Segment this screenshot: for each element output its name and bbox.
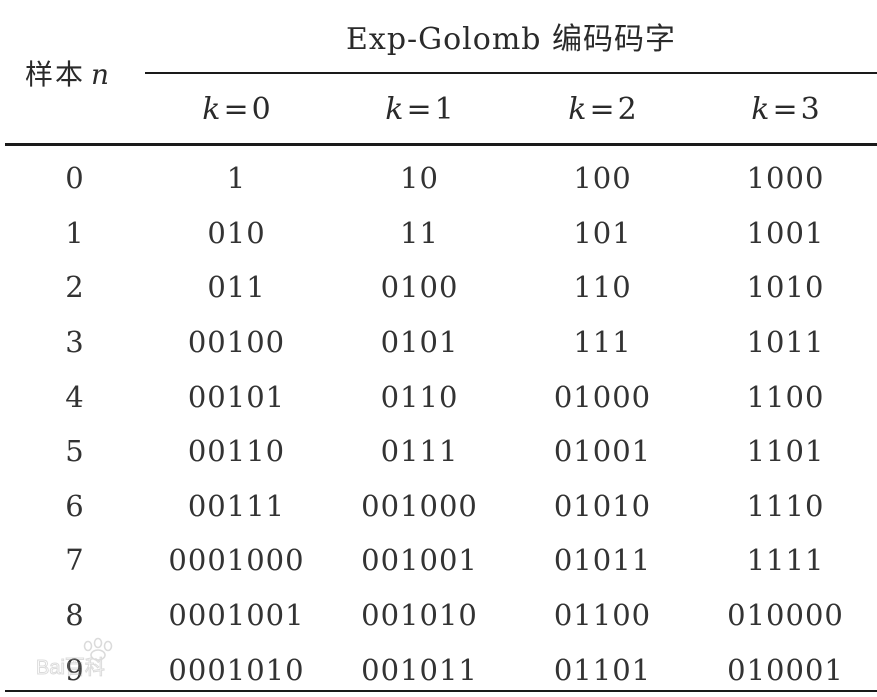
k-header-2: k = 2 [568,92,637,127]
cell-k1: 0100 [380,270,459,305]
cell-k3: 1011 [746,325,825,360]
cell-k1: 0111 [380,434,459,469]
cell-k0: 00101 [187,379,286,414]
cell-k0: 00100 [187,325,286,360]
cell-k2: 110 [573,270,632,305]
table-row: 0 1 10 100 1000 [5,145,877,206]
cell-k1: 10 [400,161,439,196]
cell-k1: 001010 [361,598,478,633]
cell-k3: 1000 [746,161,825,196]
cell-k1: 001011 [361,652,478,687]
header-bottom-rule [5,143,877,146]
cell-k3: 1111 [746,543,825,578]
cell-k2: 01101 [553,652,652,687]
cell-k0: 1 [226,161,247,196]
cell-n: 3 [65,325,85,360]
cell-k2: 01001 [553,434,652,469]
exp-golomb-table: 样本 n Exp-Golomb 编码码字 k = 0 k = 1 k = 2 k = 3 0 1 … [5,0,877,697]
header-row-k: k = 0 k = 1 k = 2 k = 3 [5,73,877,145]
cell-k2: 01100 [553,598,652,633]
cell-n: 6 [65,488,85,523]
cell-k0: 00110 [187,434,286,469]
cell-k1: 11 [400,215,439,250]
sample-n-header: 样本 n [5,0,145,145]
cell-n: 8 [65,598,85,633]
cell-n: 4 [65,379,85,414]
cell-k0: 0001001 [168,598,305,633]
table-bottom-rule [5,690,877,692]
exp-golomb-group-header: Exp-Golomb 编码码字 [145,0,877,74]
k-header-3: k = 3 [751,92,820,127]
k-header-0: k = 0 [202,92,271,127]
cell-n: 5 [65,434,85,469]
table-body: 0 1 10 100 1000 1 010 11 101 1001 2 011 … [5,145,877,697]
sample-variable: n [90,57,112,91]
cell-n: 9 [65,652,85,687]
cell-k2: 111 [573,325,632,360]
cell-k2: 01000 [553,379,652,414]
table-row: 3 00100 0101 111 1011 [5,315,877,370]
cell-k3: 010000 [727,598,844,633]
cell-k2: 101 [573,215,632,250]
cell-k1: 0110 [380,379,459,414]
cell-k1: 001000 [361,488,478,523]
table-row: 2 011 0100 110 1010 [5,260,877,315]
cell-k3: 010001 [727,652,844,687]
cell-k3: 1101 [746,434,825,469]
cell-n: 0 [65,161,85,196]
table-row: 9 0001010 001011 01101 010001 [5,642,877,697]
cell-k3: 1110 [746,488,825,523]
table-row: 6 00111 001000 01010 1110 [5,479,877,534]
cell-k2: 01011 [553,543,652,578]
cell-k2: 100 [573,161,632,196]
cell-k0: 0001010 [168,652,305,687]
cell-k0: 0001000 [168,543,305,578]
cell-k0: 011 [207,270,266,305]
table-row: 8 0001001 001010 01100 010000 [5,588,877,643]
table-row: 1 010 11 101 1001 [5,206,877,261]
table-row: 5 00110 0111 01001 1101 [5,424,877,479]
k-header-1: k = 1 [385,92,454,127]
table-row: 4 00101 0110 01000 1100 [5,369,877,424]
cell-k0: 00111 [187,488,286,523]
cell-n: 2 [65,270,85,305]
cell-n: 1 [65,215,85,250]
cell-k3: 1001 [746,215,825,250]
sample-header-label: 样本 [24,57,85,91]
cell-k1: 0101 [380,325,459,360]
cell-k3: 1100 [746,379,825,414]
cell-k0: 010 [207,215,266,250]
cell-k3: 1010 [746,270,825,305]
header-row-group: 样本 n Exp-Golomb 编码码字 [5,0,877,91]
cell-n: 7 [65,543,85,578]
table-row: 7 0001000 001001 01011 1111 [5,533,877,588]
cell-k1: 001001 [361,543,478,578]
cell-k2: 01010 [553,488,652,523]
